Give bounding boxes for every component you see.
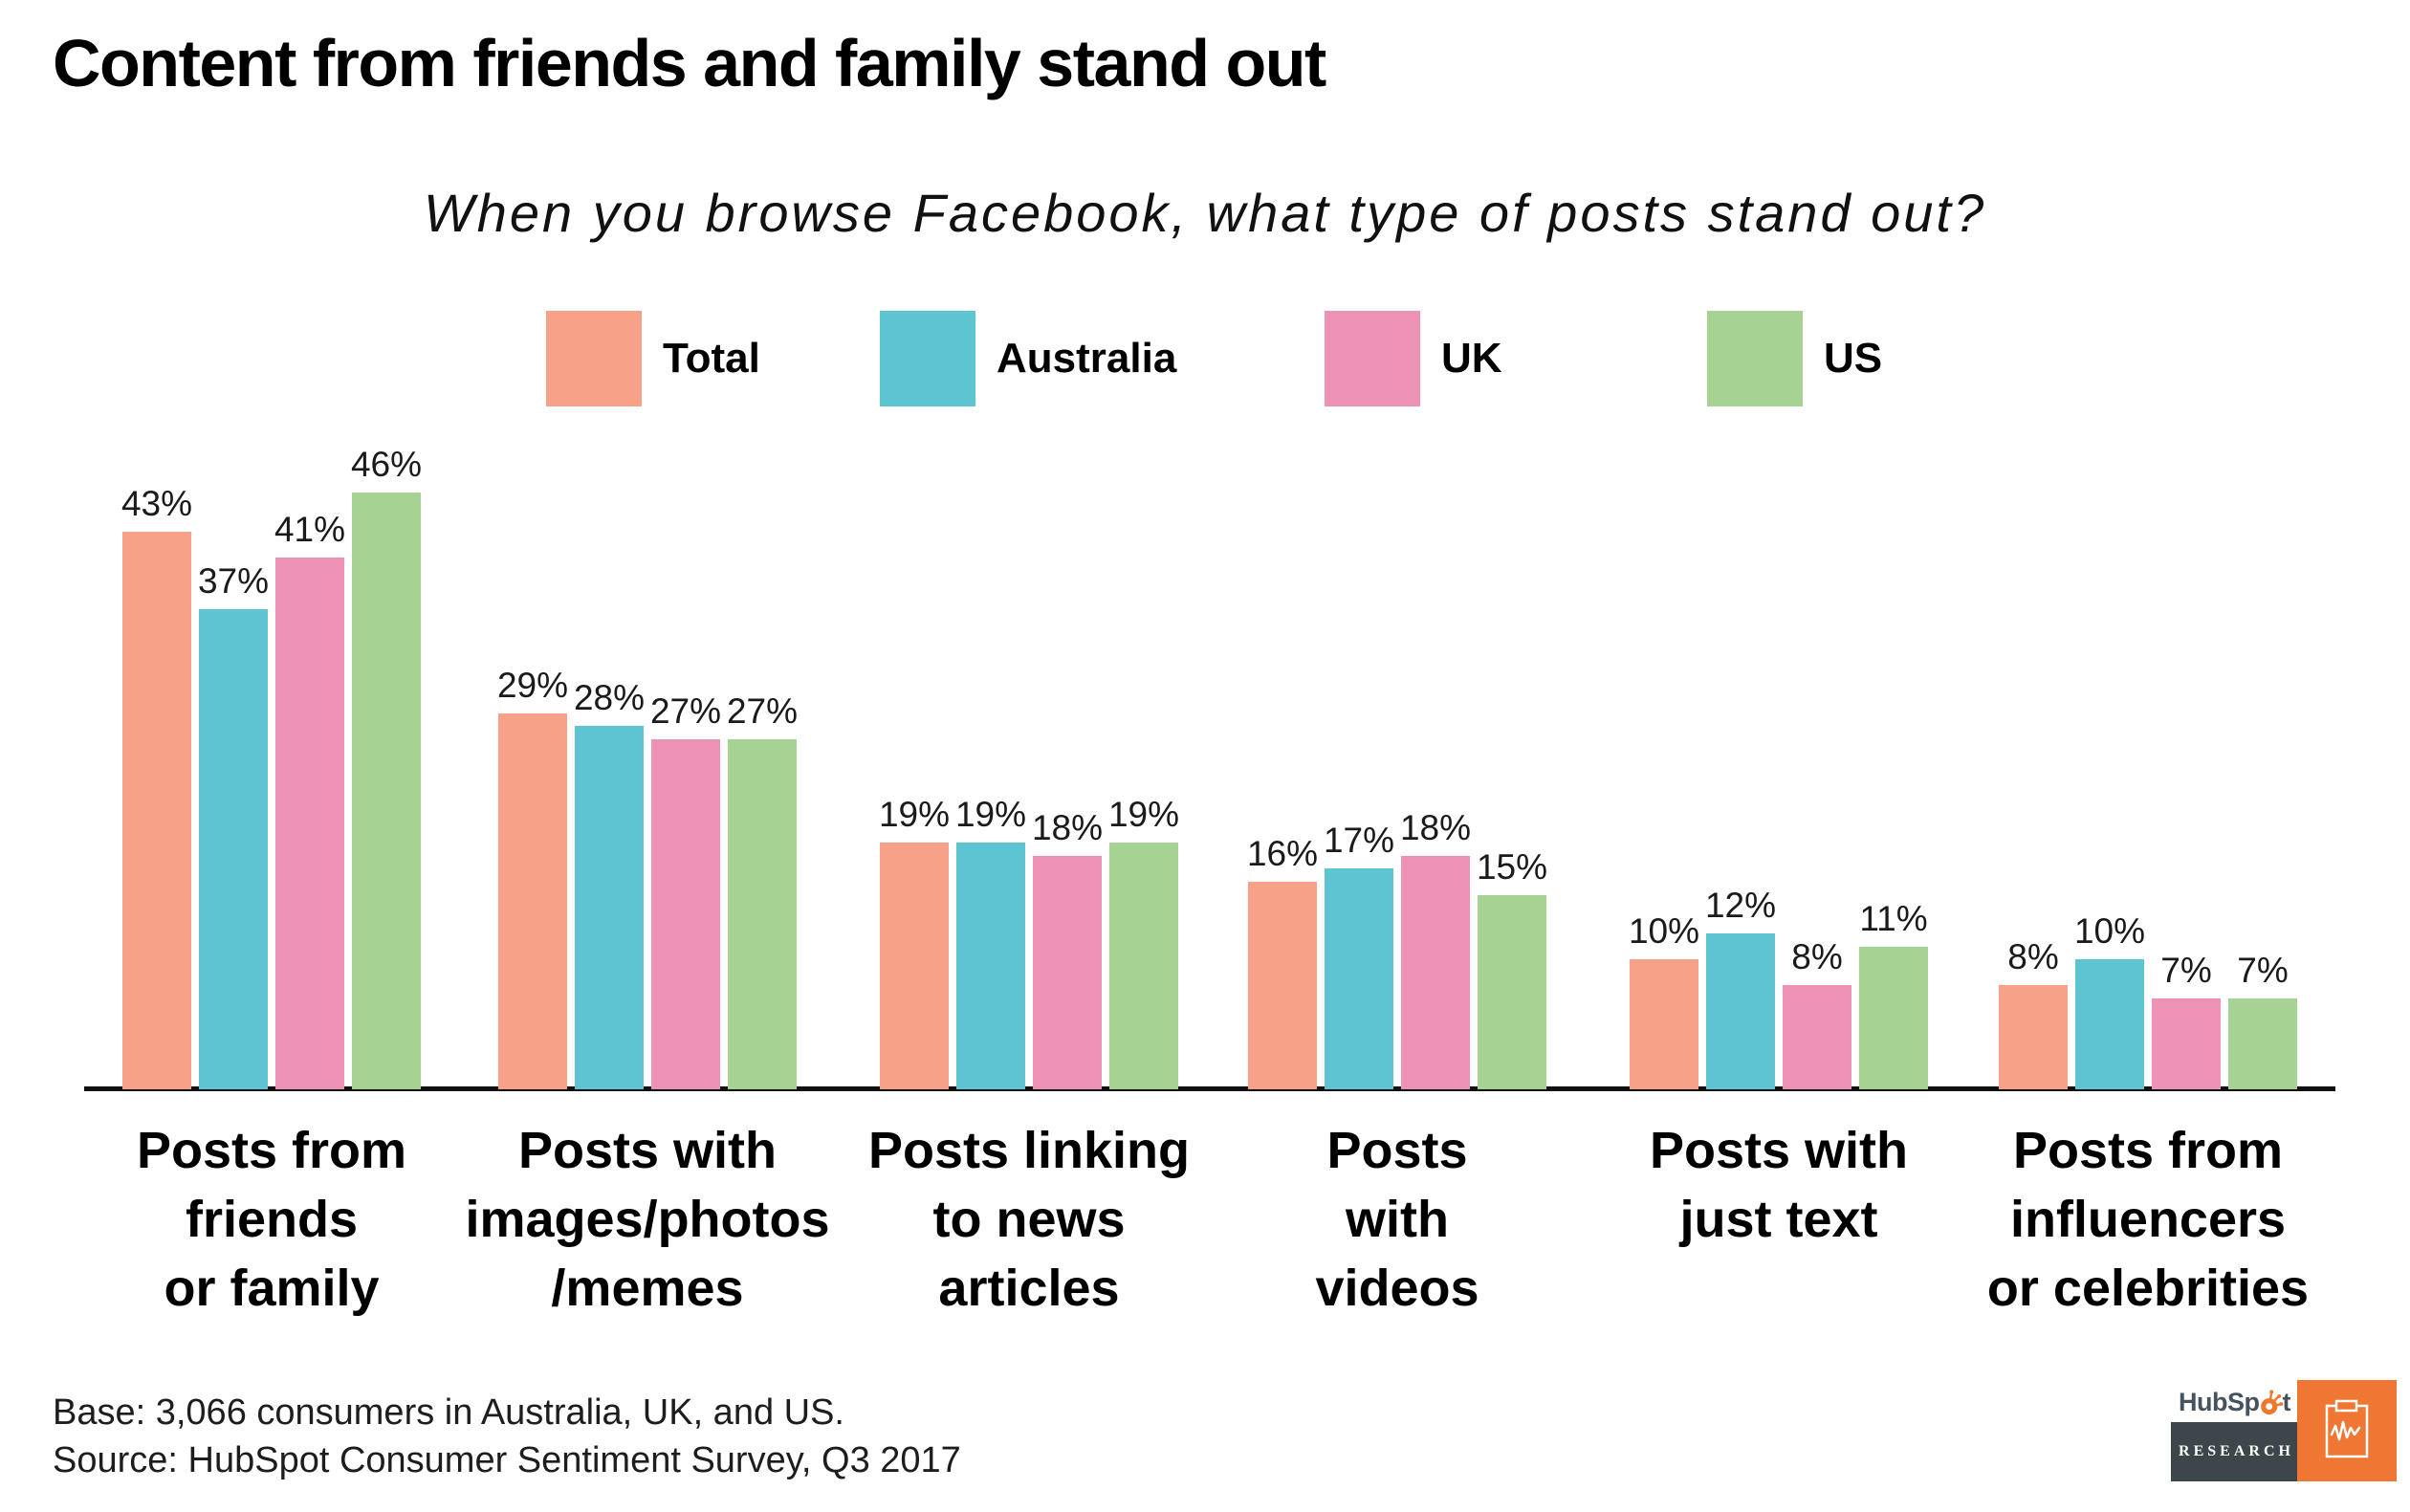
footer: Base: 3,066 consumers in Australia, UK, … — [53, 1389, 961, 1484]
bar-value-label: 10% — [2073, 911, 2146, 951]
bar-uk-5: 7% — [2152, 951, 2221, 1089]
bar-value-label: 46% — [350, 445, 423, 484]
bar-group-2: 19% 19% 18% 19% — [879, 795, 1179, 1089]
footer-base: Base: 3,066 consumers in Australia, UK, … — [53, 1392, 844, 1433]
legend-swatch-us — [1707, 311, 1803, 406]
legend-label-total: Total — [663, 335, 760, 382]
bar-value-label: 41% — [274, 510, 346, 549]
bar-group-0: 43% 37% 41% 46% — [121, 445, 422, 1089]
bar-value-label: 10% — [1628, 911, 1700, 951]
bar-value-label: 43% — [120, 484, 193, 523]
bar-value-label: 37% — [197, 561, 270, 601]
hubspot-wordmark: HubSp t — [2171, 1388, 2298, 1417]
bar-value-label: 17% — [1323, 821, 1395, 860]
chart-subtitle: When you browse Facebook, what type of p… — [423, 183, 1987, 243]
legend-label-australia: Australia — [997, 335, 1177, 382]
bar-australia-0: 37% — [198, 561, 269, 1089]
legend-label-uk: UK — [1441, 335, 1502, 382]
bar-value-label: 27% — [649, 691, 722, 731]
bar-us-2: 19% — [1108, 795, 1179, 1089]
bar-value-label: 29% — [496, 666, 569, 705]
bar-us-1: 27% — [727, 691, 798, 1089]
bar-group-3: 16% 17% 18% 15% — [1247, 808, 1547, 1089]
bar-value-label: 27% — [726, 691, 799, 731]
bar-total-5: 8% — [1999, 937, 2068, 1089]
wordmark-text-post: t — [2282, 1388, 2291, 1416]
legend-label-us: US — [1824, 335, 1883, 382]
bar-group-5: 8% 10% 7% 7% — [1999, 911, 2297, 1089]
legend-item-uk: UK — [1325, 311, 1502, 406]
clipboard-icon — [2325, 1399, 2369, 1458]
bar-australia-1: 28% — [574, 678, 645, 1089]
bar-value-label: 11% — [1859, 899, 1928, 938]
hubspot-sprocket-icon — [2260, 1390, 2283, 1415]
x-axis-line — [84, 1086, 2335, 1091]
category-label-0: Posts from friends or family — [136, 1122, 407, 1317]
bar-australia-4: 12% — [1705, 886, 1776, 1089]
bar-value-label: 16% — [1246, 834, 1319, 873]
bar-total-0: 43% — [121, 484, 192, 1089]
bar-us-3: 15% — [1477, 847, 1547, 1089]
bar-uk-3: 18% — [1400, 808, 1471, 1089]
legend-swatch-total — [546, 311, 642, 406]
bar-total-3: 16% — [1247, 834, 1318, 1089]
bar-value-label: 8% — [1791, 937, 1843, 976]
bar-total-4: 10% — [1629, 911, 1699, 1089]
category-label-2: Posts linking to news articles — [867, 1122, 1191, 1317]
bar-value-label: 19% — [1107, 795, 1180, 834]
category-label-3: Posts with videos — [1315, 1122, 1479, 1317]
hubspot-research-logo: HubSp t RESEARCH — [2171, 1380, 2410, 1482]
legend-swatch-uk — [1325, 311, 1420, 406]
bar-value-label: 28% — [573, 678, 646, 717]
category-label-4: Posts with just text — [1649, 1122, 1909, 1248]
bar-value-label: 19% — [954, 795, 1027, 834]
footer-source: Source: HubSpot Consumer Sentiment Surve… — [53, 1440, 961, 1481]
bar-value-label: 18% — [1399, 808, 1472, 847]
bar-value-label: 12% — [1704, 886, 1777, 925]
bar-value-label: 15% — [1476, 847, 1548, 887]
bar-uk-2: 18% — [1032, 808, 1103, 1089]
bar-australia-2: 19% — [955, 795, 1026, 1089]
bar-value-label: 7% — [2160, 951, 2212, 990]
category-label-1: Posts with images/photos /memes — [465, 1122, 830, 1317]
bar-uk-4: 8% — [1783, 937, 1851, 1089]
wordmark-text-pre: HubSp — [2179, 1388, 2260, 1416]
bar-total-1: 29% — [497, 666, 568, 1089]
bar-us-4: 11% — [1859, 899, 1928, 1089]
bar-uk-1: 27% — [650, 691, 721, 1089]
legend-item-us: US — [1707, 311, 1882, 406]
page-title: Content from friends and family stand ou… — [53, 26, 1326, 100]
bar-australia-5: 10% — [2074, 911, 2145, 1089]
logo-orange-square — [2297, 1380, 2397, 1481]
bar-group-4: 10% 12% 8% 11% — [1629, 886, 1928, 1089]
category-label-5: Posts from influencers or celebrities — [1986, 1122, 2310, 1317]
bar-uk-0: 41% — [274, 510, 345, 1089]
bar-australia-3: 17% — [1324, 821, 1394, 1089]
bar-value-label: 19% — [878, 795, 951, 834]
legend-item-australia: Australia — [880, 311, 1176, 406]
legend-swatch-australia — [880, 311, 975, 406]
bar-total-2: 19% — [879, 795, 950, 1089]
bar-us-0: 46% — [351, 445, 422, 1089]
bar-value-label: 18% — [1031, 808, 1104, 847]
bar-group-1: 29% 28% 27% 27% — [497, 666, 798, 1089]
research-bar: RESEARCH — [2171, 1422, 2298, 1481]
bar-value-label: 8% — [2007, 937, 2059, 976]
legend-item-total: Total — [546, 311, 760, 406]
bar-value-label: 7% — [2237, 951, 2289, 990]
bar-us-5: 7% — [2228, 951, 2297, 1089]
